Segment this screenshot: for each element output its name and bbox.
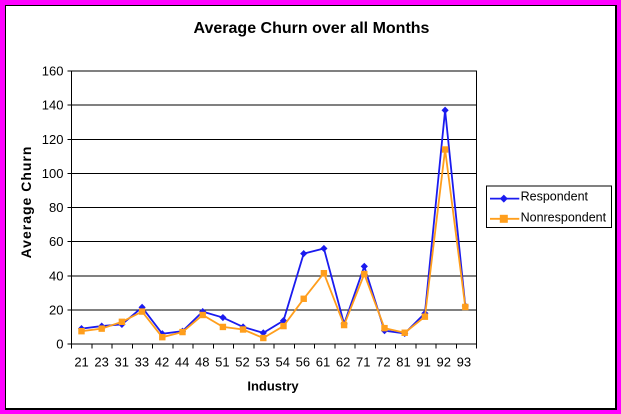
svg-text:71: 71 xyxy=(356,355,370,370)
svg-text:120: 120 xyxy=(42,132,64,147)
svg-text:54: 54 xyxy=(276,355,290,370)
svg-text:40: 40 xyxy=(49,268,63,283)
svg-text:160: 160 xyxy=(42,64,64,79)
svg-text:81: 81 xyxy=(396,355,410,370)
svg-text:60: 60 xyxy=(49,234,63,249)
svg-text:93: 93 xyxy=(457,355,471,370)
svg-text:51: 51 xyxy=(215,355,229,370)
svg-text:61: 61 xyxy=(316,355,330,370)
svg-text:62: 62 xyxy=(336,355,350,370)
svg-text:42: 42 xyxy=(155,355,169,370)
svg-text:52: 52 xyxy=(235,355,249,370)
svg-text:Respondent: Respondent xyxy=(521,189,589,203)
svg-text:20: 20 xyxy=(49,302,63,317)
svg-text:72: 72 xyxy=(376,355,390,370)
svg-text:33: 33 xyxy=(135,355,149,370)
svg-text:0: 0 xyxy=(56,337,63,352)
svg-text:100: 100 xyxy=(42,166,64,181)
svg-text:31: 31 xyxy=(115,355,129,370)
svg-text:21: 21 xyxy=(74,355,88,370)
svg-text:Nonrespondent: Nonrespondent xyxy=(521,211,607,225)
svg-text:48: 48 xyxy=(195,355,209,370)
svg-text:91: 91 xyxy=(416,355,430,370)
svg-text:140: 140 xyxy=(42,98,64,113)
svg-text:56: 56 xyxy=(296,355,310,370)
svg-text:44: 44 xyxy=(175,355,189,370)
svg-text:92: 92 xyxy=(436,355,450,370)
svg-text:80: 80 xyxy=(49,200,63,215)
svg-text:Industry: Industry xyxy=(247,379,299,394)
svg-text:Average Churn: Average Churn xyxy=(18,146,34,259)
svg-text:53: 53 xyxy=(255,355,269,370)
svg-text:23: 23 xyxy=(94,355,108,370)
svg-text:Average Churn over all Months: Average Churn over all Months xyxy=(194,20,430,37)
